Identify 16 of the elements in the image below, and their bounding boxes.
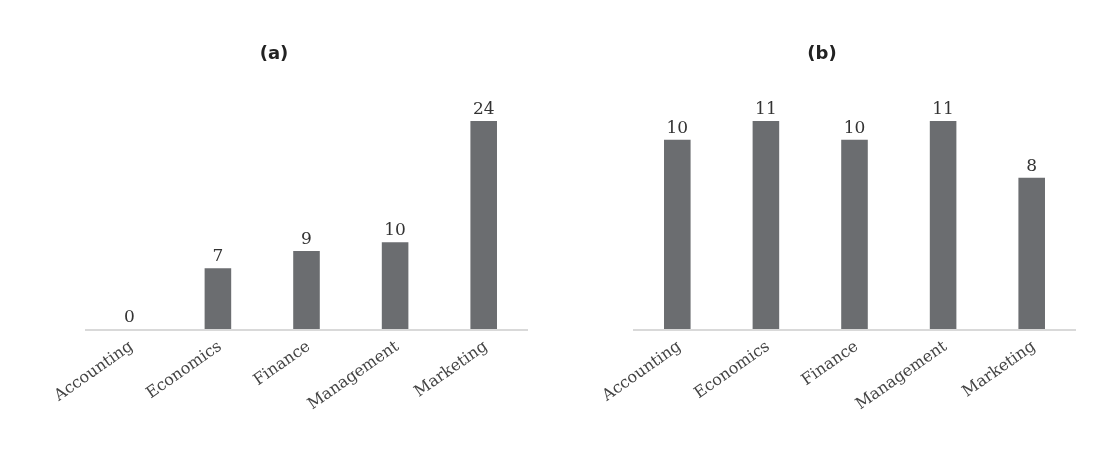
data-label: 10: [666, 116, 689, 137]
data-label: 7: [212, 245, 224, 266]
data-label: 9: [301, 227, 312, 248]
bar: [204, 268, 232, 329]
chart-title: (b): [807, 41, 837, 63]
data-label: 11: [755, 97, 777, 118]
bar: [381, 242, 409, 329]
bar: [470, 120, 497, 329]
data-label: 10: [843, 116, 866, 137]
data-label: 0: [123, 306, 135, 326]
bar: [293, 250, 320, 329]
data-label: 8: [1026, 154, 1038, 175]
data-label: 24: [472, 97, 495, 118]
data-label: 11: [932, 97, 954, 118]
chart-title: (a): [259, 41, 289, 63]
data-label: 10: [384, 219, 406, 240]
